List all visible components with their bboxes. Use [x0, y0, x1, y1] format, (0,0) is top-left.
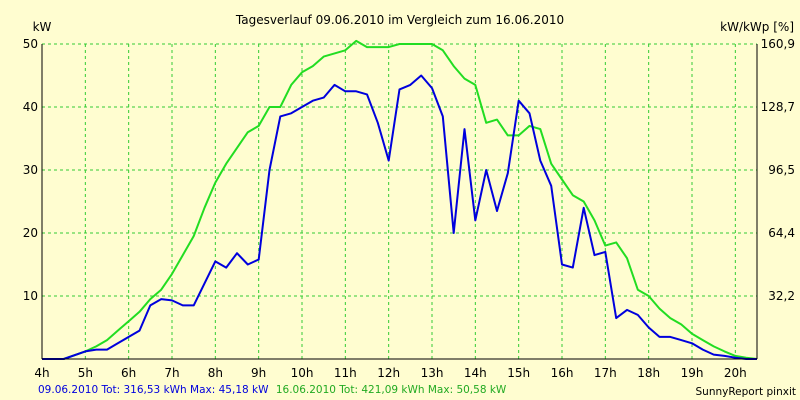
- series-line-16-06-2010: [42, 39, 758, 360]
- y-axis-label-right: kW/kWp [%]: [720, 20, 794, 34]
- footer-legend: 09.06.2010 Tot: 316,53 kWh Max: 45,18 kW…: [38, 384, 507, 396]
- x-tick-label: 17h: [594, 366, 617, 380]
- x-tick-label: 16h: [551, 366, 574, 380]
- y-tick-label-left: 40: [23, 100, 38, 114]
- x-tick-label: 12h: [377, 366, 400, 380]
- x-tick-label: 13h: [421, 366, 444, 380]
- y-tick-label-left: 10: [23, 289, 38, 303]
- tick-labels: 4h 5h 6h 7h 8h 9h 10h 11h 12h 13h 14h 15h 16h 17h 18h 1…: [23, 37, 795, 380]
- x-tick-label: 11h: [334, 366, 357, 380]
- series-lines: [42, 39, 758, 360]
- footer-series-2: 16.06.2010 Tot: 421,09 kWh Max: 50,58 kW: [276, 384, 507, 396]
- y-tick-label-right: 96,5: [768, 163, 795, 177]
- x-tick-label: 9h: [251, 366, 266, 380]
- y-tick-label-right: 128,7: [761, 100, 795, 114]
- x-tick-label: 15h: [507, 366, 530, 380]
- x-tick-label: 7h: [164, 366, 179, 380]
- x-tick-label: 5h: [78, 366, 93, 380]
- x-tick-label: 6h: [121, 366, 136, 380]
- x-tick-label: 4h: [34, 366, 49, 380]
- axes: [41, 44, 758, 360]
- y-tick-label-left: 20: [23, 226, 38, 240]
- y-tick-label-left: 30: [23, 163, 38, 177]
- x-tick-label: 18h: [637, 366, 660, 380]
- y-tick-label-right: 64,4: [768, 226, 795, 240]
- chart-title: Tagesverlauf 09.06.2010 im Vergleich zum…: [235, 13, 564, 27]
- x-tick-label: 19h: [681, 366, 704, 380]
- x-tick-label: 10h: [291, 366, 314, 380]
- y-tick-label-right: 160,9: [761, 37, 795, 51]
- y-tick-label-right: 32,2: [768, 289, 795, 303]
- x-tick-label: 14h: [464, 366, 487, 380]
- footer-series-1: 09.06.2010 Tot: 316,53 kWh Max: 45,18 kW: [38, 384, 269, 396]
- x-tick-label: 20h: [724, 366, 747, 380]
- y-axis-label-left: kW: [33, 20, 52, 34]
- y-tick-label-left: 50: [23, 37, 38, 51]
- series-line-09-06-2010: [42, 74, 757, 360]
- footer-credit: SunnyReport pinxit: [696, 386, 796, 398]
- x-tick-label: 8h: [208, 366, 223, 380]
